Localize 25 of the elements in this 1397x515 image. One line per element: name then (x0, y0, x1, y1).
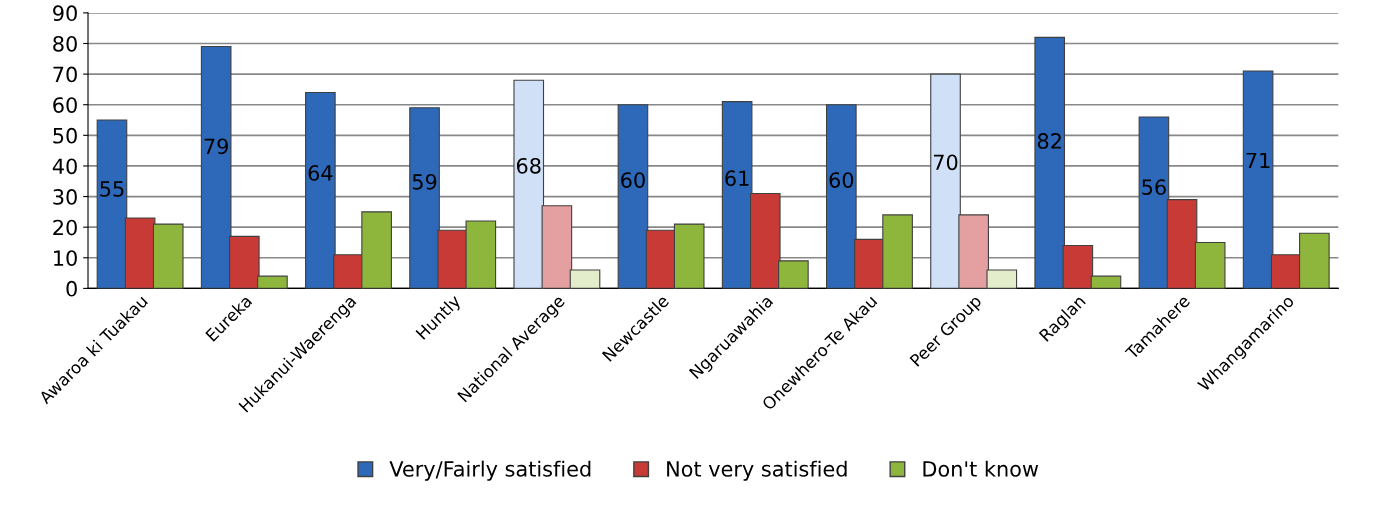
y-tick-label: 20 (53, 219, 77, 236)
y-tick-label: 0 (66, 280, 77, 297)
data-label: 70 (933, 154, 958, 171)
data-label: 68 (516, 157, 541, 174)
legend-label: Not very satisfied (667, 460, 847, 481)
y-tick-label: 80 (53, 35, 77, 52)
y-tick-label: 90 (53, 5, 77, 22)
data-label: 61 (725, 170, 749, 187)
data-label: 64 (308, 165, 333, 181)
y-tick-label: 40 (52, 158, 77, 175)
data-label: 60 (829, 172, 854, 188)
data-label: 60 (621, 172, 645, 188)
y-tick-label: 60 (53, 97, 77, 113)
y-tick-label: 70 (53, 66, 77, 83)
data-label: 55 (100, 181, 124, 197)
data-label: 56 (1142, 179, 1166, 196)
data-label: 59 (412, 173, 437, 190)
data-label: 71 (1246, 152, 1270, 169)
legend-label: Don't know (923, 460, 1039, 477)
data-label: 82 (1037, 133, 1061, 149)
legend-label: Very/Fairly satisfied (389, 460, 591, 481)
y-tick-label: 10 (54, 250, 77, 266)
y-tick-label: 50 (53, 127, 77, 144)
y-tick-label: 30 (53, 189, 77, 205)
data-label: 79 (204, 138, 228, 155)
